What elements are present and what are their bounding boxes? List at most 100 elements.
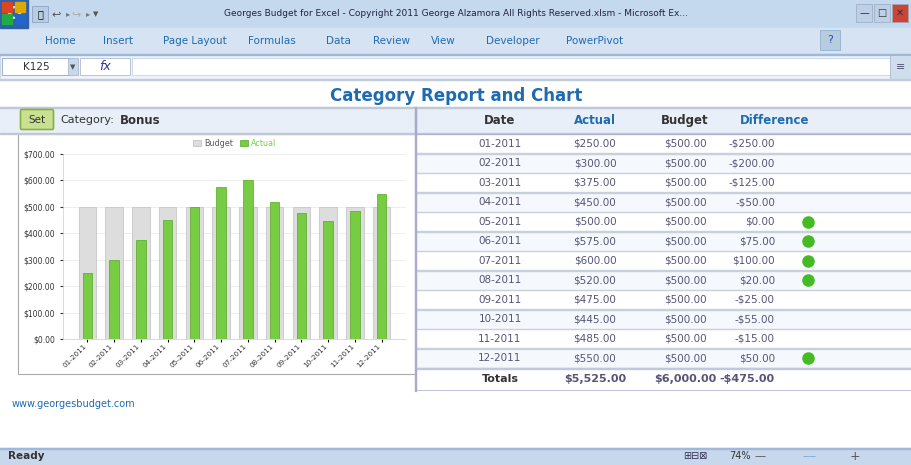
Text: ≡: ≡ bbox=[896, 62, 905, 72]
Bar bbox=[415, 232, 911, 251]
Bar bbox=[415, 270, 911, 271]
Bar bbox=[243, 180, 252, 339]
Bar bbox=[415, 271, 911, 290]
Bar bbox=[68, 58, 78, 75]
Bar bbox=[415, 309, 911, 310]
Text: $100.00: $100.00 bbox=[732, 256, 774, 266]
Text: Date: Date bbox=[484, 113, 515, 126]
Bar bbox=[216, 187, 226, 339]
Bar bbox=[415, 212, 911, 232]
Text: $450.00: $450.00 bbox=[573, 197, 616, 207]
Text: PowerPivot: PowerPivot bbox=[566, 36, 623, 46]
Text: $50.00: $50.00 bbox=[738, 353, 774, 363]
Text: 74%: 74% bbox=[729, 451, 750, 461]
Text: $600.00: $600.00 bbox=[573, 256, 616, 266]
Bar bbox=[319, 207, 336, 339]
Text: ✕: ✕ bbox=[895, 8, 903, 18]
Bar bbox=[415, 134, 911, 153]
Bar bbox=[270, 201, 279, 339]
Text: -$125.00: -$125.00 bbox=[728, 178, 774, 188]
Text: 11-2011: 11-2011 bbox=[477, 334, 521, 344]
Bar bbox=[0, 55, 911, 79]
Bar bbox=[819, 30, 839, 50]
Bar bbox=[415, 192, 911, 193]
Bar bbox=[415, 153, 911, 173]
Bar bbox=[376, 193, 386, 339]
Text: Home: Home bbox=[45, 36, 76, 46]
Bar bbox=[0, 448, 911, 449]
Text: +: + bbox=[849, 450, 859, 463]
Bar bbox=[0, 79, 911, 454]
Bar bbox=[2, 2, 12, 12]
Text: $575.00: $575.00 bbox=[573, 236, 616, 246]
Text: ↪: ↪ bbox=[71, 9, 80, 19]
Bar bbox=[415, 368, 911, 390]
Bar bbox=[415, 134, 911, 390]
Bar bbox=[239, 207, 256, 339]
Bar bbox=[80, 58, 130, 75]
Text: $500.00: $500.00 bbox=[663, 158, 705, 168]
Bar bbox=[415, 231, 911, 232]
Text: -$50.00: -$50.00 bbox=[734, 197, 774, 207]
Bar bbox=[132, 207, 149, 339]
Text: ▼: ▼ bbox=[93, 11, 98, 17]
Bar bbox=[0, 0, 911, 28]
Bar bbox=[32, 6, 48, 22]
Text: www.georgesbudget.com: www.georgesbudget.com bbox=[12, 399, 136, 408]
Bar bbox=[350, 211, 359, 339]
Text: $550.00: $550.00 bbox=[573, 353, 616, 363]
Text: Bonus: Bonus bbox=[120, 113, 160, 126]
Text: $500.00: $500.00 bbox=[663, 295, 705, 305]
Text: ⊞⊟⊠: ⊞⊟⊠ bbox=[682, 451, 706, 461]
Bar bbox=[415, 368, 911, 369]
Text: O: O bbox=[6, 5, 22, 23]
Text: —: — bbox=[858, 8, 868, 18]
Bar bbox=[212, 207, 230, 339]
Bar bbox=[186, 207, 203, 339]
Text: 06-2011: 06-2011 bbox=[478, 236, 521, 246]
Text: Budget: Budget bbox=[660, 113, 708, 126]
Text: ↩: ↩ bbox=[51, 9, 61, 19]
Text: 02-2011: 02-2011 bbox=[478, 158, 521, 168]
Text: View: View bbox=[430, 36, 455, 46]
Bar bbox=[0, 79, 911, 80]
Text: $250.00: $250.00 bbox=[573, 139, 616, 149]
Text: Page Layout: Page Layout bbox=[163, 36, 227, 46]
Bar bbox=[0, 107, 911, 108]
Text: 08-2011: 08-2011 bbox=[478, 275, 521, 285]
Bar bbox=[163, 220, 172, 339]
Legend: Budget, Actual: Budget, Actual bbox=[189, 136, 279, 151]
Bar bbox=[855, 4, 871, 22]
Text: fx: fx bbox=[99, 60, 111, 73]
Text: $500.00: $500.00 bbox=[663, 236, 705, 246]
Bar bbox=[323, 221, 333, 339]
Text: -$15.00: -$15.00 bbox=[734, 334, 774, 344]
Text: $500.00: $500.00 bbox=[663, 353, 705, 363]
Text: Insert: Insert bbox=[103, 36, 133, 46]
Bar bbox=[415, 310, 911, 329]
Text: Developer: Developer bbox=[486, 36, 539, 46]
Bar bbox=[132, 58, 901, 75]
Bar bbox=[415, 328, 911, 329]
Bar bbox=[2, 14, 12, 24]
Text: Review: Review bbox=[374, 36, 410, 46]
Text: 05-2011: 05-2011 bbox=[478, 217, 521, 227]
Bar bbox=[0, 0, 28, 28]
Bar bbox=[415, 173, 911, 193]
Text: $500.00: $500.00 bbox=[663, 334, 705, 344]
Text: $500.00: $500.00 bbox=[663, 197, 705, 207]
Text: $445.00: $445.00 bbox=[573, 314, 616, 324]
Bar bbox=[415, 367, 911, 368]
Text: -$200.00: -$200.00 bbox=[728, 158, 774, 168]
Text: $500.00: $500.00 bbox=[663, 314, 705, 324]
Text: Actual: Actual bbox=[573, 113, 615, 126]
Text: -$250.00: -$250.00 bbox=[728, 139, 774, 149]
Bar bbox=[78, 207, 96, 339]
Text: ▼: ▼ bbox=[70, 64, 76, 70]
Bar bbox=[415, 329, 911, 348]
Text: Formulas: Formulas bbox=[248, 36, 295, 46]
Bar bbox=[159, 207, 176, 339]
Text: K125: K125 bbox=[23, 62, 49, 72]
Text: Georges Budget for Excel - Copyright 2011 George Alzamora All Rights Reserved.xl: Georges Budget for Excel - Copyright 201… bbox=[224, 9, 687, 19]
Bar bbox=[415, 193, 911, 212]
